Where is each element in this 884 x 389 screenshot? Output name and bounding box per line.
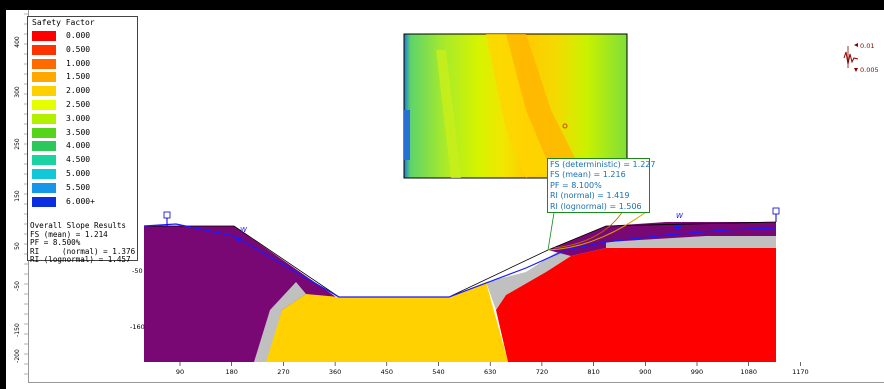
x-axis-label: 360 xyxy=(329,368,341,376)
legend-label: 6.000+ xyxy=(66,197,95,207)
inner-x-axis: 90 180 270 360 450 540 630 720 810 900 990 1080 1170 xyxy=(176,362,809,376)
legend-swatch xyxy=(32,128,56,138)
safety-factor-legend[interactable]: Safety Factor 0.000 0.500 1.000 1.500 2.000 2… xyxy=(27,16,138,261)
legend-label: 5.500 xyxy=(66,183,90,193)
legend-row: 5.000 xyxy=(32,169,136,182)
legend-label: 1.000 xyxy=(66,59,90,69)
probability-of-failure: PF = 8.100% xyxy=(550,181,647,191)
legend-swatch xyxy=(32,183,56,193)
legend-label: 4.500 xyxy=(66,155,90,165)
svg-text:W: W xyxy=(240,226,248,234)
fs-mean: FS (mean) = 1.216 xyxy=(550,170,647,180)
legend-swatch xyxy=(32,114,56,124)
seismic-load-icon: 0.01 0.005 xyxy=(844,42,879,74)
overall-slope-results: Overall Slope Results FS (mean) = 1.214 PF… xyxy=(30,222,140,265)
legend-row: 2.500 xyxy=(32,100,136,113)
svg-text:0.01: 0.01 xyxy=(860,42,874,50)
x-axis-label: 630 xyxy=(484,368,496,376)
slip-result-box[interactable]: FS (deterministic) = 1.227 FS (mean) = 1… xyxy=(547,158,650,213)
legend-row: 2.000 xyxy=(32,86,136,99)
x-axis-label: 900 xyxy=(639,368,651,376)
legend-title: Safety Factor xyxy=(32,18,95,27)
inner-y-axis: -50 -160 xyxy=(130,267,145,331)
legend-swatch xyxy=(32,31,56,41)
legend-row: 0.500 xyxy=(32,45,136,58)
fs-deterministic: FS (deterministic) = 1.227 xyxy=(550,160,647,170)
slip-center-grid xyxy=(404,34,627,178)
legend-swatch xyxy=(32,45,56,55)
x-axis-label: 90 xyxy=(176,368,184,376)
legend-swatch xyxy=(32,197,56,207)
legend-label: 5.000 xyxy=(66,169,90,179)
legend-swatch xyxy=(32,59,56,69)
x-axis-label: 810 xyxy=(587,368,599,376)
legend-label: 2.500 xyxy=(66,100,90,110)
x-axis-label: 990 xyxy=(691,368,703,376)
x-axis-label: 1080 xyxy=(740,368,757,376)
legend-row: 1.500 xyxy=(32,72,136,85)
legend-label: 0.000 xyxy=(66,31,90,41)
legend-swatch xyxy=(32,141,56,151)
x-axis-label: 720 xyxy=(536,368,548,376)
legend-row: 1.000 xyxy=(32,59,136,72)
y-axis-label: -160 xyxy=(130,323,145,331)
legend-row: 0.000 xyxy=(32,31,136,44)
svg-text:W: W xyxy=(676,212,684,220)
x-axis-label: 180 xyxy=(225,368,237,376)
legend-row: 4.000 xyxy=(32,141,136,154)
right-boundary-flag xyxy=(773,208,779,222)
x-axis-label: 270 xyxy=(277,368,289,376)
legend-row: 5.500 xyxy=(32,183,136,196)
legend-row: 3.500 xyxy=(32,128,136,141)
ri-normal: RI (normal) = 1.419 xyxy=(550,191,647,201)
svg-text:0.005: 0.005 xyxy=(860,66,879,74)
legend-swatch xyxy=(32,72,56,82)
x-axis-label: 1170 xyxy=(792,368,809,376)
summary-ri-lognormal: RI (lognormal) = 1.457 xyxy=(30,256,140,265)
legend-label: 1.500 xyxy=(66,72,90,82)
legend-row: 3.000 xyxy=(32,114,136,127)
legend-label: 3.500 xyxy=(66,128,90,138)
legend-label: 4.000 xyxy=(66,141,90,151)
legend-swatch xyxy=(32,100,56,110)
legend-swatch xyxy=(32,155,56,165)
legend-label: 2.000 xyxy=(66,86,90,96)
legend-row: 6.000+ xyxy=(32,197,136,210)
x-axis-label: 450 xyxy=(381,368,393,376)
legend-row: 4.500 xyxy=(32,155,136,168)
legend-swatch xyxy=(32,169,56,179)
legend-label: 0.500 xyxy=(66,45,90,55)
ri-lognormal: RI (lognormal) = 1.506 xyxy=(550,202,647,212)
legend-swatch xyxy=(32,86,56,96)
x-axis-label: 540 xyxy=(432,368,444,376)
legend-label: 3.000 xyxy=(66,114,90,124)
y-axis-label: -50 xyxy=(132,267,143,275)
